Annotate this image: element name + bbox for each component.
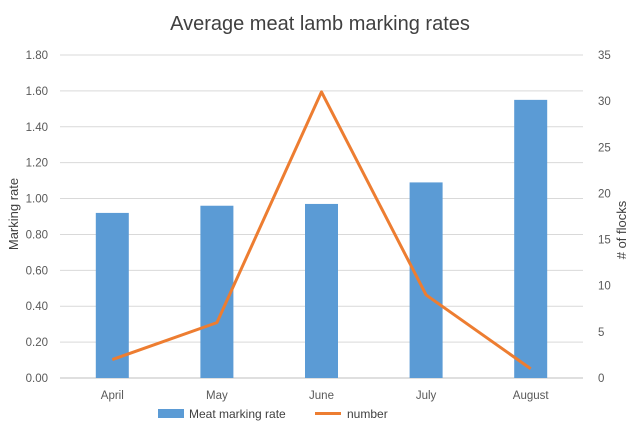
x-tick-label: August	[513, 390, 550, 402]
right-tick-label: 10	[598, 281, 611, 293]
right-tick-label: 35	[598, 50, 611, 62]
bar	[409, 182, 443, 378]
y-axis-label: Marking rate	[6, 178, 21, 250]
legend-label-line: number	[347, 407, 388, 421]
left-tick-label: 0.20	[26, 337, 48, 349]
bar-series	[95, 99, 548, 378]
bar	[95, 212, 129, 378]
left-tick-label: 0.40	[26, 301, 48, 313]
bar	[200, 205, 234, 378]
x-tick-label: July	[416, 390, 437, 402]
x-axis-ticks: April May June July August	[101, 390, 550, 402]
chart-title: Average meat lamb marking rates	[170, 13, 470, 35]
left-axis-ticks: 0.00 0.20 0.40 0.60 0.80 1.00 1.20 1.40 1.60 1.80	[26, 50, 48, 385]
left-tick-label: 1.20	[26, 158, 48, 170]
x-tick-label: May	[206, 390, 228, 402]
x-tick-label: April	[101, 390, 124, 402]
left-tick-label: 0.60	[26, 265, 48, 277]
right-tick-label: 20	[598, 188, 611, 200]
x-tick-label: June	[309, 390, 334, 402]
left-tick-label: 1.40	[26, 122, 48, 134]
series-line	[111, 90, 532, 370]
right-tick-label: 5	[598, 327, 604, 339]
left-tick-label: 0.80	[26, 229, 48, 241]
right-tick-label: 30	[598, 96, 611, 108]
left-tick-label: 1.80	[26, 50, 48, 62]
right-tick-label: 25	[598, 142, 611, 154]
right-axis-ticks: 0 5 10 15 20 25 30 35	[598, 50, 611, 385]
legend-swatch-bar	[158, 409, 184, 418]
left-tick-label: 0.00	[26, 373, 48, 385]
left-tick-label: 1.60	[26, 86, 48, 98]
line-series	[111, 90, 532, 370]
gridlines	[60, 54, 583, 379]
legend-label-bar: Meat marking rate	[189, 407, 286, 421]
bar	[305, 203, 338, 378]
right-tick-label: 0	[598, 373, 604, 385]
right-tick-label: 15	[598, 235, 611, 247]
bar	[514, 99, 548, 378]
legend: Meat marking rate number	[158, 407, 388, 421]
y2-axis-label: # of flocks	[614, 200, 629, 259]
left-tick-label: 1.00	[26, 194, 48, 206]
